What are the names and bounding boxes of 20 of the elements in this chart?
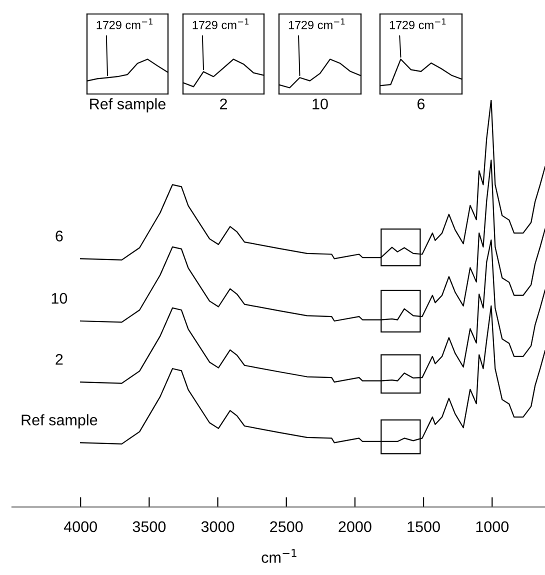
x-tick-label: 4000 bbox=[64, 521, 97, 532]
x-tick-label: 1000 bbox=[476, 521, 509, 532]
x-tick-label: 3500 bbox=[132, 521, 166, 532]
x-tick-label: 2500 bbox=[270, 521, 303, 532]
text: 1729 cm$^{−1}$ bbox=[390, 18, 446, 30]
x-tick-label: 3000 bbox=[201, 521, 234, 532]
text: 1729 cm$^{−1}$ bbox=[96, 18, 153, 30]
x-axis-title: cm$^{−1}$ bbox=[262, 549, 296, 563]
series-label: Ref sample bbox=[22, 414, 98, 428]
x-axis-title: 6 bbox=[418, 98, 425, 110]
x-tick-label: 1500 bbox=[408, 521, 440, 532]
x-axis-title: 2 bbox=[220, 98, 227, 110]
series-label: 10 bbox=[52, 292, 68, 304]
x-axis-title: Ref sample bbox=[90, 98, 166, 112]
text: 1729 cm$^{−1}$ bbox=[192, 18, 249, 30]
series-label: 6 bbox=[56, 230, 63, 242]
text: 1729 cm$^{−1}$ bbox=[288, 18, 345, 30]
series-label: 2 bbox=[56, 354, 63, 365]
x-tick-label: 2000 bbox=[338, 521, 372, 532]
x-axis-title: 10 bbox=[312, 98, 328, 110]
